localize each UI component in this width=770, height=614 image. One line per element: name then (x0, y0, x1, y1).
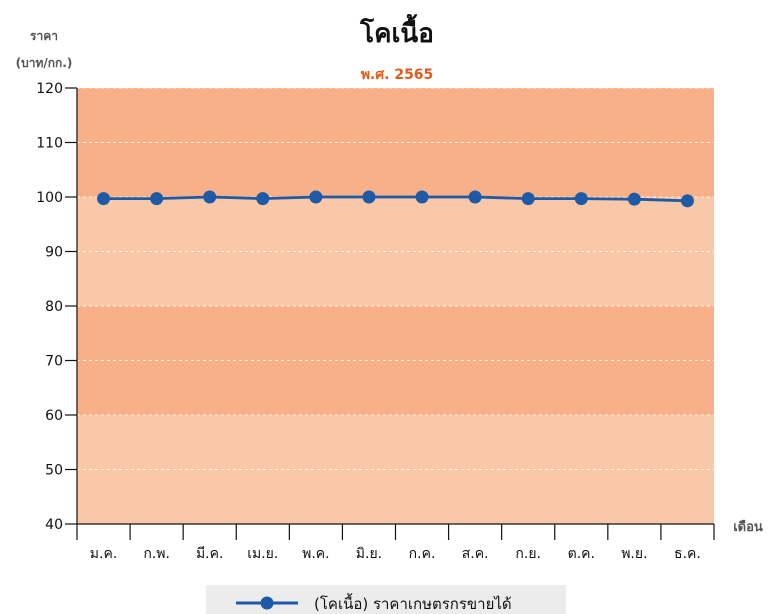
x-tick-label: เม.ย. (247, 546, 278, 562)
series-layer (97, 190, 694, 208)
data-point (468, 190, 482, 204)
x-axis-ticks: ม.ค. ก.พ. มี.ค. เม.ย. พ.ค. มิ.ย. ก.ค. ส.ค. ก.ย. ต… (76, 524, 715, 562)
data-point (150, 192, 164, 206)
data-point (680, 194, 694, 208)
y-axis-unit: (บาท/กก.) (16, 56, 73, 70)
x-tick-label: มิ.ย. (356, 546, 382, 562)
y-tick-label: 100 (36, 190, 63, 206)
y-tick-label: 70 (45, 354, 63, 370)
data-point (415, 190, 429, 204)
chart-subtitle: พ.ศ. 2565 (361, 67, 434, 83)
data-point (203, 190, 217, 204)
data-point (309, 190, 323, 204)
x-tick-label: ก.ค. (409, 546, 436, 562)
legend: (โคเนื้อ) ราคาเกษตรกรขายได้ (206, 585, 566, 614)
data-point (627, 192, 641, 206)
y-tick-label: 90 (45, 245, 63, 261)
data-point (362, 190, 376, 204)
y-tick-label: 40 (45, 517, 63, 533)
data-point (256, 192, 270, 206)
x-tick-label: ม.ค. (90, 546, 118, 562)
y-axis-label: ราคา (30, 29, 58, 43)
legend-label: (โคเนื้อ) ราคาเกษตรกรขายได้ (314, 593, 512, 613)
x-tick-label: มี.ค. (196, 546, 224, 562)
x-tick-label: พ.ค. (302, 546, 330, 562)
y-tick-label: 50 (45, 463, 63, 479)
data-point (97, 192, 111, 206)
series-line (103, 195, 688, 203)
x-tick-label: ส.ค. (462, 546, 489, 562)
y-tick-label: 120 (36, 81, 63, 97)
x-tick-label: ก.ย. (515, 546, 541, 562)
x-tick-label: พ.ย. (621, 546, 647, 562)
data-point (574, 192, 588, 206)
x-tick-label: ธ.ค. (674, 546, 701, 562)
x-tick-label: ต.ค. (568, 546, 595, 562)
data-point (521, 192, 535, 206)
legend-marker-swatch (260, 596, 274, 610)
y-tick-label: 110 (36, 136, 63, 152)
y-axis-ticks: 40 50 60 70 80 90 100 110 120 (36, 81, 77, 533)
x-tick-label: ก.พ. (143, 546, 170, 562)
y-tick-label: 80 (45, 299, 63, 315)
x-axis-label: เดือน (733, 519, 763, 535)
chart-title: โคเนื้อ (359, 13, 434, 49)
y-tick-label: 60 (45, 408, 63, 424)
